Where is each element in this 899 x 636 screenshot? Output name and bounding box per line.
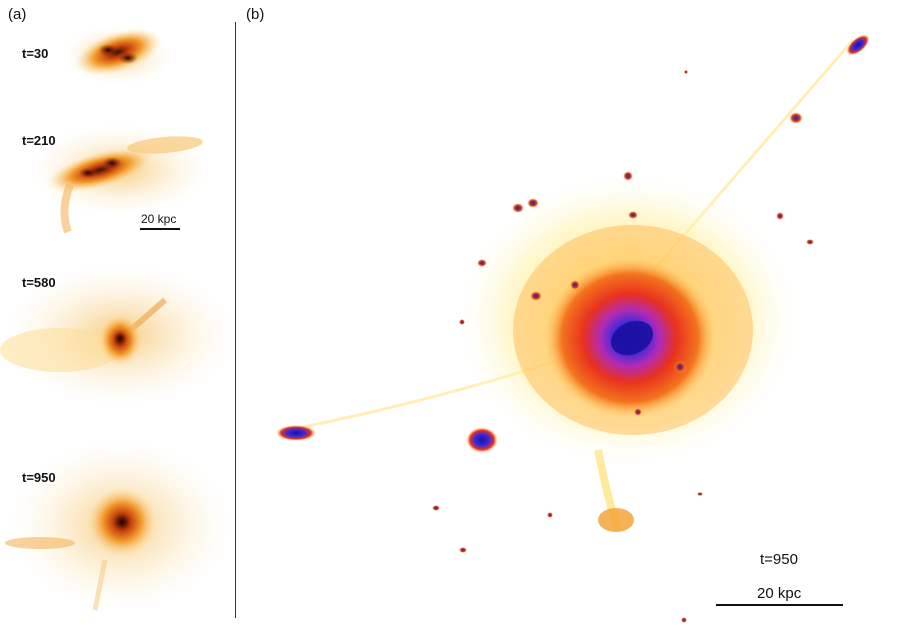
satellite-galaxies <box>276 34 870 623</box>
galaxy-frame-t210 <box>30 125 210 234</box>
scale-label: 20 kpc <box>141 212 177 226</box>
frame-time-label: t=580 <box>22 275 56 290</box>
panel-a-image <box>0 25 235 611</box>
galaxy-frame-t580 <box>0 265 235 405</box>
panel-divider <box>235 22 236 618</box>
panel-b-image <box>276 34 870 623</box>
time-label: t=950 <box>760 551 798 568</box>
scale-label: 20 kpc <box>757 585 802 602</box>
frame-time-label: t=210 <box>22 133 56 148</box>
panel-b-label: (b) <box>246 6 265 23</box>
panel-b: (b) <box>238 0 899 636</box>
tail-clump <box>598 508 634 532</box>
frame-time-label: t=30 <box>22 46 49 61</box>
frame-time-label: t=950 <box>22 470 56 485</box>
panel-a: (a) <box>0 0 235 636</box>
scale-bar <box>140 228 180 230</box>
central-galaxy <box>453 170 803 470</box>
galaxy-frame-t950 <box>5 440 230 611</box>
galaxy-frame-t30 <box>63 25 173 85</box>
panel-a-label: (a) <box>8 6 27 23</box>
scale-bar <box>716 604 843 606</box>
